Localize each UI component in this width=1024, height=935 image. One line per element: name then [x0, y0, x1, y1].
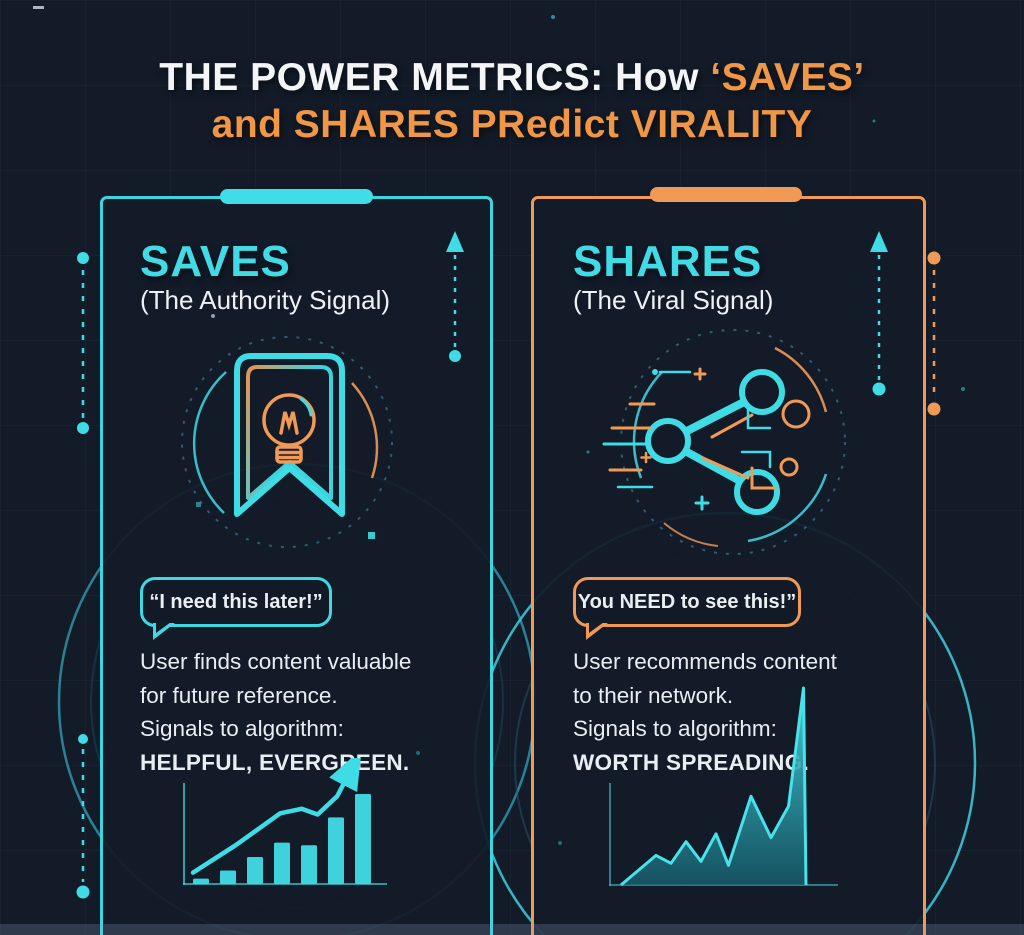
- dashed-connector-left-top: [77, 252, 89, 434]
- shares-panel-top-pill: [650, 187, 802, 202]
- saves-body-line: User finds content valuable: [140, 649, 412, 674]
- dashed-connector-right: [927, 251, 941, 416]
- saves-panel-top-pill: [220, 189, 373, 204]
- shares-body-line: Signals to algorithm:: [573, 716, 777, 741]
- saves-quote-text: “I need this later!”: [149, 590, 323, 613]
- growth-up-arrow-shares: [870, 231, 888, 396]
- saves-body-text: User finds content valuable for future r…: [140, 645, 411, 779]
- lightbulb-glyph: [262, 393, 316, 464]
- shares-panel: [531, 196, 926, 935]
- page-title: THE POWER METRICS: How ‘SAVES’ and SHARE…: [0, 54, 1024, 148]
- shares-quote-text: You NEED to see this!”: [577, 590, 797, 613]
- shares-body-line: User recommends content: [573, 649, 837, 674]
- share-nodes: [645, 369, 785, 515]
- title-text-white: THE POWER METRICS: How: [159, 56, 699, 99]
- shares-quote-bubble: You NEED to see this!”: [573, 577, 801, 640]
- shares-spike-area-chart: [609, 686, 838, 887]
- shares-body-text: User recommends content to their network…: [573, 645, 837, 779]
- dashed-connector-left-bottom: [76, 734, 90, 899]
- bookmark-outline: [234, 353, 345, 517]
- share-network-icon: [602, 329, 846, 555]
- title-text-saves-accent: ‘SAVES’: [710, 56, 865, 99]
- shares-heading: SHARES: [573, 237, 763, 286]
- saves-subheading: (The Authority Signal): [140, 285, 391, 315]
- saves-body-emphasis: HELPFUL, EVERGREEN.: [140, 749, 410, 775]
- shares-subheading: (The Viral Signal): [573, 285, 774, 315]
- page-title-line2: and SHARES PRedict VIRALITY: [211, 103, 813, 146]
- growth-up-arrow-saves: [446, 231, 464, 362]
- circuit-traces-orange: [608, 367, 811, 490]
- saves-heading: SAVES: [140, 237, 291, 286]
- bookmark-lightbulb-icon: [181, 336, 393, 548]
- saves-growth-bar-chart: [183, 758, 387, 885]
- shares-body-line: to their network.: [573, 682, 734, 708]
- page-title-line1: THE POWER METRICS: How ‘SAVES’: [0, 54, 1024, 101]
- circuit-traces-cyan: [602, 370, 772, 511]
- background-specks: [33, 6, 965, 845]
- saves-body-line: Signals to algorithm:: [140, 716, 344, 741]
- bottom-band: [0, 924, 1024, 935]
- saves-quote-bubble: “I need this later!”: [140, 577, 332, 640]
- shares-body-emphasis: WORTH SPREADING.: [573, 749, 810, 775]
- saves-body-line: for future reference.: [140, 682, 338, 708]
